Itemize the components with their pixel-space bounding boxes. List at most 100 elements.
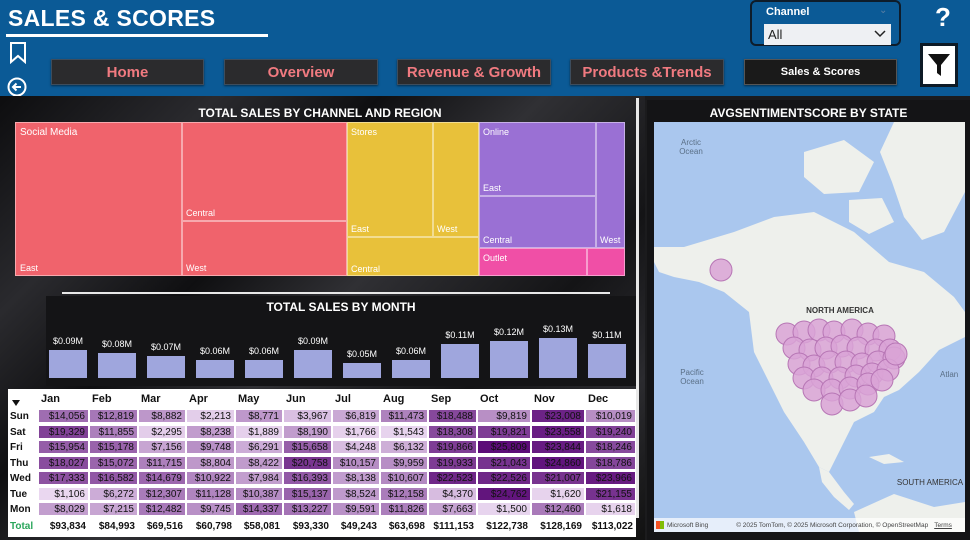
matrix-column-header[interactable]: Feb [92,392,112,405]
treemap-cell-stores-west[interactable]: West [433,122,479,237]
matrix-cell[interactable]: $10,157 [332,455,380,470]
matrix-cell[interactable]: $9,745 [186,502,235,516]
treemap-cell-social-west[interactable]: West [182,221,347,276]
matrix-cell[interactable]: $25,809 [477,440,531,454]
matrix-cell[interactable]: $9,748 [186,440,235,454]
bookmark-icon[interactable] [9,42,27,64]
matrix-cell[interactable]: $24,860 [531,455,585,470]
matrix-column-header[interactable]: Sep [431,392,452,405]
filter-button[interactable] [920,43,958,87]
matrix-cell[interactable]: $8,238 [186,424,235,439]
bar-mar[interactable] [147,356,185,378]
treemap-cell-stores-east[interactable]: Stores East [347,122,433,237]
matrix-cell[interactable]: $14,056 [38,409,89,423]
sort-desc-icon[interactable] [12,400,20,406]
matrix-column-header[interactable]: Oct [480,392,499,405]
matrix-cell[interactable]: $15,658 [283,440,332,454]
matrix-column-header[interactable]: May [238,392,260,405]
question-icon[interactable]: ? [935,2,951,32]
treemap-cell-online-west[interactable]: West [596,122,625,248]
matrix-cell[interactable]: $8,524 [332,486,380,501]
matrix-cell[interactable]: $8,138 [332,471,380,485]
bar-jul[interactable] [343,362,381,378]
matrix-column-header[interactable]: Jan [41,392,60,405]
matrix-cell[interactable]: $2,295 [138,424,186,439]
matrix-cell[interactable]: $10,607 [380,471,428,485]
matrix-cell[interactable]: $23,966 [585,471,636,485]
matrix-cell[interactable]: $17,333 [38,471,89,485]
state-bubble[interactable] [884,342,908,366]
bar-oct[interactable] [490,341,528,378]
matrix-cell[interactable]: $23,844 [531,440,585,454]
matrix-cell[interactable]: $21,007 [531,471,585,485]
matrix-cell[interactable]: $12,158 [380,486,428,501]
matrix-cell[interactable]: $15,954 [38,440,89,454]
matrix-cell[interactable]: $8,029 [38,502,89,516]
matrix-column-header[interactable]: Nov [534,392,555,405]
matrix-cell[interactable]: $16,582 [89,471,138,485]
matrix-cell[interactable]: $10,019 [585,409,636,423]
treemap-cell-online-central[interactable]: Central [479,196,596,248]
matrix-cell[interactable]: $7,663 [428,502,477,516]
matrix-cell[interactable]: $4,248 [332,440,380,454]
nav-overview-button[interactable]: Overview [224,59,378,85]
matrix-cell[interactable]: $7,156 [138,440,186,454]
matrix-cell[interactable]: $18,786 [585,455,636,470]
matrix-column-header[interactable]: Jul [335,392,351,405]
matrix-cell[interactable]: $7,215 [89,502,138,516]
matrix-cell[interactable]: $23,008 [531,409,585,423]
matrix-cell[interactable]: $1,620 [531,486,585,501]
matrix-cell[interactable]: $9,591 [332,502,380,516]
matrix-cell[interactable]: $16,393 [283,471,332,485]
matrix-cell[interactable]: $12,307 [138,486,186,501]
state-bubble[interactable] [854,384,878,408]
matrix-column-header[interactable]: Apr [189,392,208,405]
bar-jun[interactable] [294,350,332,378]
matrix-cell[interactable]: $6,819 [332,409,380,423]
matrix-cell[interactable]: $9,959 [380,455,428,470]
matrix-cell[interactable]: $11,128 [186,486,235,501]
matrix-cell[interactable]: $8,422 [235,455,283,470]
matrix-cell[interactable]: $18,488 [428,409,477,423]
matrix-column-header[interactable]: Jun [286,392,306,405]
matrix-cell[interactable]: $3,967 [283,409,332,423]
treemap-cell-outlet[interactable]: Outlet [479,248,587,276]
chevron-down-icon[interactable]: ⌄ [879,5,888,16]
treemap-cell-outlet-2[interactable] [587,248,625,276]
matrix-cell[interactable]: $6,291 [235,440,283,454]
matrix-cell[interactable]: $15,072 [89,455,138,470]
matrix-cell[interactable]: $1,543 [380,424,428,439]
matrix-cell[interactable]: $6,132 [380,440,428,454]
matrix-cell[interactable]: $11,826 [380,502,428,516]
matrix-cell[interactable]: $2,213 [186,409,235,423]
matrix-cell[interactable]: $15,137 [283,486,332,501]
matrix-cell[interactable]: $21,155 [585,486,636,501]
matrix-cell[interactable]: $1,500 [477,502,531,516]
matrix-cell[interactable]: $11,715 [138,455,186,470]
matrix-cell[interactable]: $12,460 [531,502,585,516]
nav-products-trends-button[interactable]: Products &Trends [570,59,724,85]
treemap-cell-online-east[interactable]: Online East [479,122,596,196]
bar-dec[interactable] [588,344,626,378]
matrix-cell[interactable]: $8,771 [235,409,283,423]
matrix-cell[interactable]: $12,482 [138,502,186,516]
matrix-cell[interactable]: $7,984 [235,471,283,485]
matrix-cell[interactable]: $9,819 [477,409,531,423]
back-arrow-icon[interactable] [7,77,27,97]
treemap-cell-stores-central[interactable]: Central [347,237,479,276]
matrix-cell[interactable]: $1,106 [38,486,89,501]
matrix-cell[interactable]: $14,679 [138,471,186,485]
matrix-column-header[interactable]: Aug [383,392,405,405]
matrix-cell[interactable]: $10,922 [186,471,235,485]
bar-apr[interactable] [196,359,234,378]
matrix-cell[interactable]: $14,337 [235,502,283,516]
matrix-cell[interactable]: $19,933 [428,455,477,470]
matrix-cell[interactable]: $6,272 [89,486,138,501]
matrix-cell[interactable]: $11,473 [380,409,428,423]
bar-feb[interactable] [98,353,136,378]
matrix-cell[interactable]: $13,227 [283,502,332,516]
treemap-cell-social-central[interactable]: Central [182,122,347,221]
matrix-cell[interactable]: $22,526 [477,471,531,485]
matrix-column-header[interactable]: Dec [588,392,609,405]
bar-aug[interactable] [392,359,430,378]
